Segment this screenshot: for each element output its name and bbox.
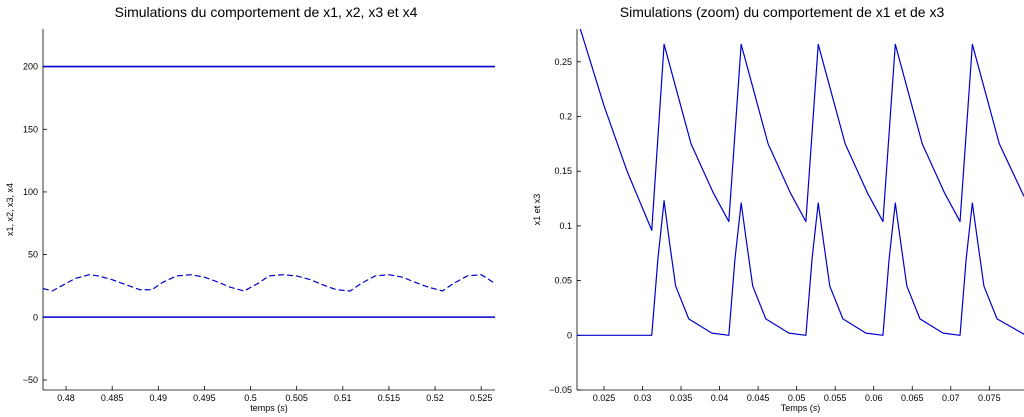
series-line (579, 29, 1024, 231)
x-tick-label: 0.055 (824, 393, 847, 403)
x-tick-label: 0.03 (634, 393, 652, 403)
chart-left: Simulations du comportement de x1, x2, x… (5, 4, 495, 413)
x-axis-label: temps (s) (250, 403, 288, 413)
x-axis-label: Temps (s) (781, 403, 821, 413)
y-tick-label: −0.05 (549, 385, 572, 395)
chart-right: Simulations (zoom) du comportement de x1… (512, 0, 1024, 417)
y-tick-label: 0.2 (559, 112, 572, 122)
x-tick-label: 0.04 (711, 393, 729, 403)
y-tick-label: 100 (23, 187, 38, 197)
x-tick-label: 0.505 (285, 393, 308, 403)
y-axis-label: x1 et x3 (532, 194, 542, 226)
series-line (577, 200, 1024, 336)
chart-title: Simulations du comportement de x1, x2, x… (115, 4, 418, 20)
y-tick-label: 0.1 (559, 221, 572, 231)
x-tick-label: 0.495 (193, 393, 216, 403)
x-tick-label: 0.06 (865, 393, 883, 403)
x-tick-label: 0.025 (593, 393, 616, 403)
y-tick-label: 0 (33, 312, 38, 322)
y-tick-label: −50 (23, 375, 38, 385)
series-line (43, 274, 495, 292)
chart-title: Simulations (zoom) du comportement de x1… (620, 4, 945, 20)
x-tick-label: 0.05 (788, 393, 806, 403)
x-tick-label: 0.065 (901, 393, 924, 403)
x-tick-label: 0.49 (150, 393, 168, 403)
y-axis-label: x1, x2, x3, x4 (5, 183, 15, 236)
y-tick-label: 0 (567, 330, 572, 340)
x-tick-label: 0.075 (978, 393, 1001, 403)
y-tick-label: 50 (28, 250, 38, 260)
x-tick-label: 0.045 (747, 393, 770, 403)
x-tick-label: 0.07 (942, 393, 960, 403)
chart-left-svg: Simulations du comportement de x1, x2, x… (5, 4, 495, 413)
x-tick-label: 0.51 (334, 393, 352, 403)
x-tick-label: 0.035 (670, 393, 693, 403)
y-tick-label: 200 (23, 62, 38, 72)
y-tick-label: 150 (23, 124, 38, 134)
x-tick-label: 0.5 (244, 393, 257, 403)
y-tick-label: 0.25 (554, 57, 572, 67)
x-tick-label: 0.515 (378, 393, 401, 403)
x-tick-label: 0.52 (426, 393, 444, 403)
y-tick-label: 0.15 (554, 166, 572, 176)
y-tick-label: 0.05 (554, 276, 572, 286)
x-tick-label: 0.485 (101, 393, 124, 403)
x-tick-label: 0.48 (57, 393, 75, 403)
x-tick-label: 0.525 (470, 393, 493, 403)
chart-right-svg: Simulations (zoom) du comportement de x1… (532, 4, 1024, 413)
